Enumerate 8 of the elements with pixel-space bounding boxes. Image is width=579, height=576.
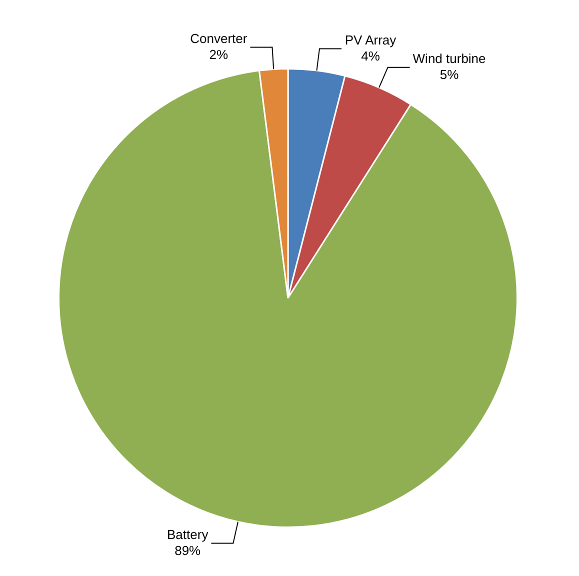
data-label: 5%: [440, 66, 460, 82]
slice-label: Battery: [167, 526, 209, 542]
slice-label: PV Array: [344, 32, 397, 48]
data-label: 2%: [209, 46, 229, 62]
slice-label: Converter: [190, 30, 248, 46]
data-label: 89%: [174, 542, 202, 558]
data-label: 4%: [361, 48, 380, 64]
slice-label: Wind turbine: [412, 50, 486, 66]
